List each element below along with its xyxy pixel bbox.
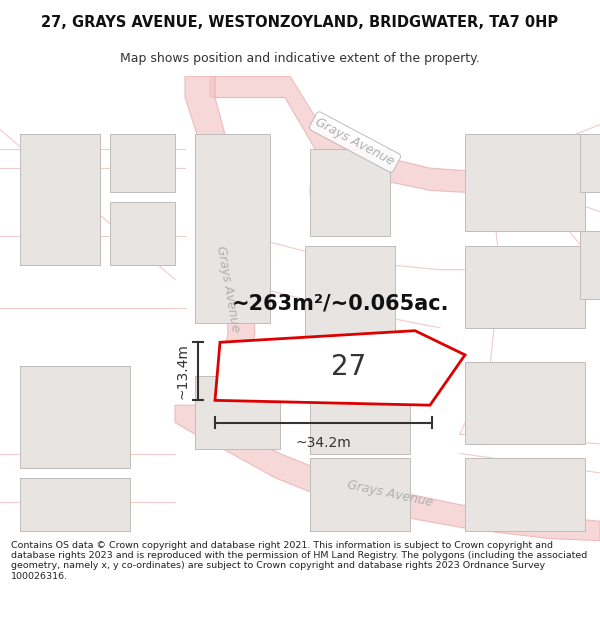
Polygon shape: [20, 134, 100, 265]
Polygon shape: [110, 134, 175, 192]
Text: Grays Avenue: Grays Avenue: [346, 479, 434, 509]
Polygon shape: [215, 331, 465, 405]
Text: ~13.4m: ~13.4m: [176, 343, 190, 399]
Polygon shape: [310, 458, 410, 531]
Polygon shape: [310, 149, 390, 236]
Polygon shape: [465, 458, 585, 531]
Polygon shape: [465, 246, 585, 328]
Text: Grays Avenue: Grays Avenue: [313, 116, 397, 168]
Polygon shape: [310, 362, 410, 454]
Text: Contains OS data © Crown copyright and database right 2021. This information is : Contains OS data © Crown copyright and d…: [11, 541, 587, 581]
Polygon shape: [305, 246, 395, 338]
Polygon shape: [110, 202, 175, 265]
Text: 27, GRAYS AVENUE, WESTONZOYLAND, BRIDGWATER, TA7 0HP: 27, GRAYS AVENUE, WESTONZOYLAND, BRIDGWA…: [41, 15, 559, 30]
Text: 27: 27: [331, 352, 367, 381]
Polygon shape: [580, 231, 600, 299]
Text: Map shows position and indicative extent of the property.: Map shows position and indicative extent…: [120, 52, 480, 65]
Polygon shape: [195, 376, 280, 449]
Polygon shape: [465, 362, 585, 444]
Text: ~34.2m: ~34.2m: [296, 436, 352, 450]
Polygon shape: [465, 134, 585, 231]
Polygon shape: [175, 405, 600, 541]
Polygon shape: [20, 478, 130, 531]
Polygon shape: [580, 134, 600, 192]
Text: Grays Avenue: Grays Avenue: [214, 245, 242, 333]
Text: ~263m²/~0.065ac.: ~263m²/~0.065ac.: [231, 294, 449, 314]
Polygon shape: [20, 366, 130, 468]
Polygon shape: [195, 134, 270, 323]
Polygon shape: [210, 76, 600, 194]
Polygon shape: [185, 76, 255, 420]
